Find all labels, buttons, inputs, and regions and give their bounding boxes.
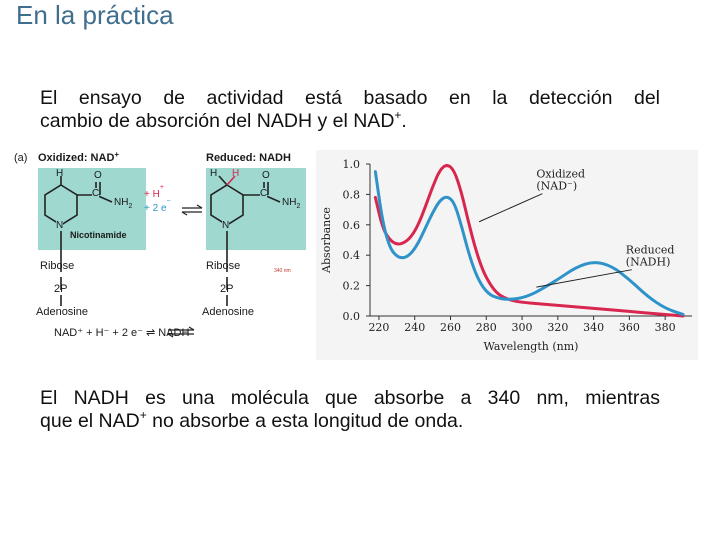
x-tick-label: 360 — [619, 321, 640, 334]
oxidized-ring — [44, 176, 113, 306]
nicotinamide-label: Nicotinamide — [70, 230, 127, 240]
small-red-note: 340 nm — [274, 268, 291, 274]
y-tick-label: 0.8 — [343, 188, 361, 201]
oxidized-c: C — [92, 188, 100, 199]
oxidized-ring-h: H — [56, 168, 64, 179]
oxidized-ribose: Ribose — [40, 260, 75, 272]
annotation-title-1: Reduced — [626, 244, 675, 257]
x-axis-label: Wavelength (nm) — [484, 340, 579, 353]
annotation-pointer-0 — [478, 193, 543, 223]
outro-paragraph: El NADH es una molécula que absorbe a 34… — [40, 387, 660, 433]
reaction-equation: NAD⁺ + H⁻ + 2 e⁻ ⇌ NADH — [54, 327, 190, 339]
series-line-reduced — [373, 170, 685, 316]
y-axis-label: Absorbance — [320, 207, 333, 274]
x-tick-label: 240 — [404, 321, 425, 334]
chart-background — [316, 150, 698, 360]
oxidized-title: Oxidized: NAD+ — [38, 150, 120, 165]
oxidized-o: O — [94, 170, 102, 181]
outro-superscript: + — [139, 408, 147, 422]
oxidized-2p: 2P — [54, 283, 68, 295]
reagent-proton: + H+ — [144, 184, 164, 200]
intro-paragraph: El ensayo de actividad está basado en la… — [40, 87, 660, 133]
x-tick-label: 220 — [368, 321, 389, 334]
y-tick-label: 0.0 — [343, 310, 361, 323]
annotation-title-0: Oxidized — [536, 168, 585, 181]
annotation-subtitle-1: (NADH) — [626, 256, 671, 269]
panel-label: (a) — [14, 152, 28, 164]
added-hydride-bond — [226, 175, 236, 186]
x-tick-label: 260 — [440, 321, 461, 334]
outro-line-2: que el NAD+ no absorbe a esta longitud d… — [40, 408, 660, 433]
reduced-ribose: Ribose — [206, 260, 241, 272]
reaction-drawing — [38, 168, 306, 338]
reduced-o: O — [262, 170, 270, 181]
intro-superscript: + — [394, 108, 402, 122]
outro-line-2-rest: no absorbe a esta longitud de onda. — [146, 410, 464, 432]
reduced-nh2: NH2 — [282, 197, 301, 210]
reagent-electrons: + 2 e− — [144, 198, 171, 214]
oxidized-n: N — [56, 220, 64, 231]
intro-line-1: El ensayo de actividad está basado en la… — [40, 87, 660, 109]
outro-line-2-text: que el NAD — [40, 410, 140, 432]
nad-figure: (a) Oxidized: NAD+ Reduced: NADH H O C N… — [14, 150, 698, 360]
x-tick-label: 380 — [655, 321, 676, 334]
annotation-pointer-1 — [536, 269, 632, 288]
y-tick-label: 0.4 — [343, 249, 361, 262]
y-tick-label: 1.0 — [343, 158, 361, 171]
reduced-ring-h: H — [210, 168, 218, 179]
outro-line-1: El NADH es una molécula que absorbe a 34… — [40, 387, 660, 409]
intro-line-2-text: cambio de absorción del NADH y el NAD — [40, 110, 395, 132]
reduced-2p: 2P — [220, 283, 234, 295]
reduced-title: Reduced: NADH — [206, 152, 291, 164]
intro-period: . — [401, 110, 407, 132]
reaction-panel: (a) Oxidized: NAD+ Reduced: NADH H O C N… — [14, 150, 314, 350]
x-tick-label: 320 — [547, 321, 568, 334]
reduced-box — [206, 168, 306, 250]
reduced-c: C — [260, 188, 268, 199]
series-line-oxidized — [373, 164, 685, 318]
reduced-n: N — [222, 220, 230, 231]
x-tick-label: 280 — [476, 321, 497, 334]
reduced-ring-h-added: H — [232, 168, 240, 179]
equilibrium-arrows — [167, 204, 203, 338]
intro-line-2: cambio de absorción del NADH y el NAD+. — [40, 108, 660, 133]
absorbance-chart: 220 240 260 280 300 320 340 360 380 0.0 0.2 0.4 0.6 0… — [316, 150, 698, 360]
reduced-adenosine: Adenosine — [202, 306, 254, 318]
oxidized-box — [38, 168, 146, 250]
oxidized-adenosine: Adenosine — [36, 306, 88, 318]
y-tick-label: 0.2 — [343, 280, 361, 293]
oxidized-nh2: NH2 — [114, 197, 133, 210]
annotation-subtitle-0: (NAD⁻) — [536, 180, 577, 193]
slide-title: En la práctica — [16, 0, 174, 30]
x-tick-label: 340 — [583, 321, 604, 334]
y-tick-label: 0.6 — [343, 219, 361, 232]
x-tick-label: 300 — [512, 321, 533, 334]
